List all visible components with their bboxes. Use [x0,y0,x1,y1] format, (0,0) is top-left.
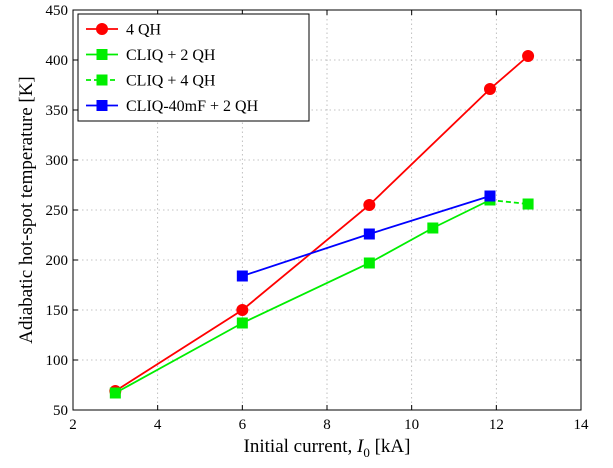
y-tick-label: 450 [46,3,69,19]
legend: 4 QH CLIQ + 2 QH CLIQ + 4 QH CLIQ-40mF + 2 … [77,13,310,122]
x-tick-label: 10 [404,417,419,433]
series-2 [109,194,496,399]
legend-label: CLIQ + 4 QH [126,73,216,90]
legend-label: CLIQ + 2 QH [126,47,216,64]
y-tick-label: 250 [46,203,69,219]
series-4 [236,190,496,282]
legend-box [77,13,310,122]
y-tick-label: 300 [46,153,69,169]
data-point [522,50,535,62]
y-tick-label: 100 [46,353,69,369]
data-point [363,199,376,211]
legend-label: 4 QH [126,22,162,39]
legend-marker [96,100,108,111]
series-layer [109,50,535,399]
y-tick-label: 350 [46,103,69,119]
data-point [484,190,496,202]
legend-label: CLIQ-40mF + 2 QH [126,98,259,115]
y-tick-label: 150 [46,303,69,319]
x-axis-label-subscript: 0 [363,445,370,460]
y-tick-label: 50 [53,403,68,419]
data-point [236,270,248,282]
x-tick-label: 8 [323,417,331,433]
data-point [363,257,375,269]
x-tick-label: 12 [489,417,504,433]
data-point [236,304,249,316]
axis-ticks: 2 4 6 8 10 12 14 50 100 150 200 250 300 350 400 450 [46,3,590,433]
legend-marker [96,74,108,86]
y-tick-label: 200 [46,253,69,269]
x-axis-label-symbol: I [356,436,365,457]
x-tick-label: 6 [239,417,247,433]
x-tick-label: 2 [69,417,77,433]
data-point [236,317,248,329]
legend-marker [96,49,108,60]
y-axis-label: Adiabatic hot-spot temperature [K] [16,76,37,343]
x-tick-label: 14 [574,417,590,433]
grid [73,10,581,410]
x-axis-label: Initial current, I0 [kA] [244,436,411,460]
data-point [483,83,496,95]
data-point [522,198,534,210]
legend-marker [96,23,108,35]
y-tick-label: 400 [46,53,69,69]
x-axis-label-text: Initial current, [244,436,357,457]
data-point [363,228,375,240]
x-tick-label: 4 [154,417,162,433]
data-point [427,222,439,234]
series-line [489,199,529,205]
x-axis-label-unit: [kA] [370,436,411,457]
data-point [109,387,121,399]
